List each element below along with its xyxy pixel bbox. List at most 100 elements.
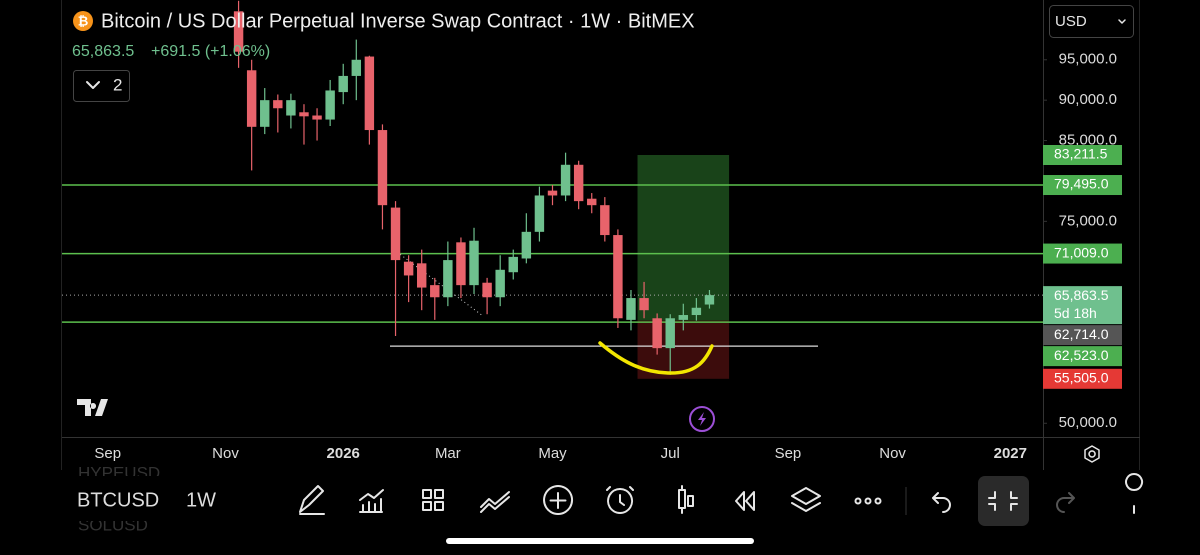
candle-body <box>246 70 257 127</box>
candle-body <box>560 164 571 196</box>
candle-body <box>547 190 558 196</box>
candle-body <box>600 205 610 236</box>
candle-body <box>495 269 505 298</box>
price-tag <box>1043 144 1122 165</box>
home-indicator <box>446 538 754 544</box>
y-tick-label: 50,000.0 <box>1059 414 1117 431</box>
alert-button[interactable] <box>689 406 715 432</box>
price-tag <box>1043 346 1122 367</box>
candle-body <box>390 207 401 261</box>
x-tick-label: Nov <box>879 445 906 462</box>
chart-type-tool[interactable] <box>678 485 694 514</box>
candle-body <box>233 11 244 52</box>
price-tag-label: 71,009.0 <box>1054 244 1109 260</box>
price-tag-label: 79,495.0 <box>1054 176 1109 192</box>
price-tag <box>1043 325 1122 346</box>
candle-body <box>260 100 270 127</box>
more-dot <box>864 497 872 505</box>
x-tick-label: May <box>538 445 567 462</box>
candle-body <box>377 130 388 206</box>
more-dot <box>874 497 882 505</box>
symbol-title: Bitcoin / US Dollar Perpetual Inverse Sw… <box>101 10 695 32</box>
candle-body <box>482 282 492 298</box>
x-tick-label: Jul <box>661 445 680 462</box>
coin-icon <box>73 11 93 31</box>
candle-body <box>430 285 440 298</box>
x-tick-label: Sep <box>775 445 802 462</box>
candle-body <box>626 298 636 320</box>
layers-tool[interactable] <box>791 487 821 512</box>
toolbar <box>299 473 1143 526</box>
price-tag-label: 83,211.5 <box>1054 146 1108 162</box>
price-countdown: 5d 18h <box>1054 305 1097 321</box>
replay-tool[interactable] <box>735 491 755 511</box>
candle-body <box>325 90 335 120</box>
x-tick-label: 2026 <box>327 445 360 462</box>
symbol-backdrop <box>62 476 282 521</box>
draw-tool[interactable] <box>299 485 325 515</box>
header-change: +691.5 (+1.06%) <box>151 43 270 60</box>
candle-body <box>403 261 414 276</box>
candle-body <box>573 164 584 202</box>
candle-body <box>704 295 715 305</box>
tv-logo <box>77 399 108 416</box>
candle-body <box>312 115 322 120</box>
price-tag <box>1043 243 1122 264</box>
candle-body <box>338 75 348 93</box>
currency-dropdown[interactable] <box>1049 5 1134 38</box>
price-tag <box>1043 368 1122 389</box>
settings-icon[interactable] <box>1084 445 1100 463</box>
interval[interactable]: 1W <box>186 489 216 511</box>
price-tag-label: 62,523.0 <box>1054 347 1109 363</box>
candle-body <box>351 59 362 76</box>
candle-body <box>678 315 689 320</box>
templates-tool[interactable] <box>422 489 444 511</box>
lightning-icon <box>698 412 706 426</box>
object-tree[interactable] <box>1125 473 1143 514</box>
candle-body <box>691 307 702 316</box>
candle-body <box>364 56 375 131</box>
y-tick-label: 85,000.0 <box>1059 132 1117 149</box>
chevron <box>86 81 100 89</box>
redo[interactable] <box>1056 492 1075 513</box>
profit-zone <box>637 154 730 321</box>
candle-body <box>639 298 649 311</box>
indicators-tool[interactable] <box>359 489 384 513</box>
y-tick-label: 95,000.0 <box>1059 51 1117 68</box>
price-tag-label: 65,863.5 <box>1054 287 1109 303</box>
highlight-drawing <box>598 341 714 375</box>
candle-body <box>508 256 518 273</box>
indicator-count: 2 <box>113 75 122 94</box>
add-tool[interactable] <box>543 485 574 515</box>
header-price: 65,863.5 <box>72 43 134 60</box>
x-tick-label: Mar <box>435 445 461 462</box>
candle-body <box>587 198 597 206</box>
candle-body <box>299 112 309 117</box>
candle-body <box>286 100 296 116</box>
x-tick-label: Sep <box>94 445 121 462</box>
price-tag <box>1043 286 1122 325</box>
fullscreen-exit[interactable] <box>978 476 1029 526</box>
candle-body <box>416 263 427 288</box>
candle-body <box>665 318 675 349</box>
candle-body <box>521 231 532 259</box>
x-tick-label: 2027 <box>994 445 1027 462</box>
more-dot <box>854 497 862 505</box>
candle-body <box>613 235 623 319</box>
price-tag <box>1043 175 1122 196</box>
compare-tool[interactable] <box>480 491 510 513</box>
candle-body <box>469 240 479 286</box>
candle-body <box>456 242 466 286</box>
coin-glyph: ₿ <box>78 13 89 28</box>
indicator-toggle[interactable] <box>73 70 130 102</box>
candle-body <box>534 195 545 232</box>
candle-body <box>652 318 662 349</box>
alert-tool[interactable] <box>606 486 634 514</box>
candle-body <box>443 260 453 298</box>
symbol[interactable]: BTCUSD <box>77 489 159 511</box>
candle-body <box>273 100 283 109</box>
undo[interactable] <box>932 492 951 513</box>
